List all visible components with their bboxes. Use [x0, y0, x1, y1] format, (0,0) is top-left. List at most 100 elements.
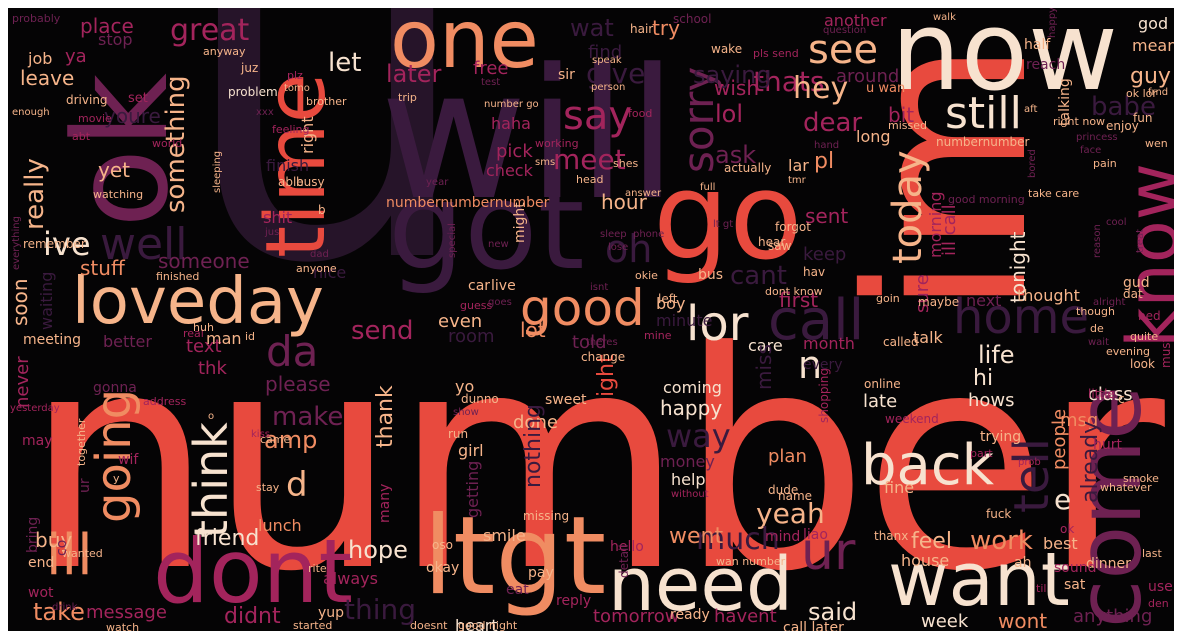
word: o — [208, 411, 215, 422]
word: call later — [783, 620, 844, 631]
word: feel — [911, 529, 952, 554]
word: thanx — [874, 529, 909, 543]
word: aft — [1024, 104, 1038, 115]
word: ltgt — [423, 494, 607, 619]
word: person — [591, 82, 626, 93]
word: place — [80, 14, 134, 38]
word: ur — [77, 478, 93, 493]
word: ask — [715, 141, 757, 169]
word: hair — [630, 22, 654, 36]
word: til — [1036, 582, 1047, 595]
word: work — [970, 526, 1033, 556]
word: bus — [698, 267, 724, 283]
word: ok lor — [1126, 87, 1157, 100]
word: quite — [1130, 330, 1159, 343]
word: rite — [308, 562, 327, 575]
word: everything — [11, 216, 22, 270]
word: kiss — [251, 429, 270, 440]
word: jus — [265, 227, 280, 238]
word: speak — [592, 55, 622, 66]
word: phone — [633, 229, 665, 240]
word: amp — [264, 426, 318, 454]
word: life — [978, 341, 1015, 369]
word: didnt — [224, 604, 281, 629]
word: working — [535, 137, 579, 150]
word: boy — [656, 294, 686, 313]
word: many — [377, 483, 393, 523]
word: finish — [266, 156, 310, 175]
word: walk — [933, 12, 956, 23]
word: said — [808, 598, 858, 626]
word: world — [152, 137, 183, 150]
word: question — [823, 25, 867, 36]
word: tmr — [788, 175, 806, 186]
word: hope — [348, 536, 408, 564]
word: another — [824, 11, 887, 30]
word: done — [513, 412, 558, 433]
word: pl — [814, 149, 835, 174]
word: shopping — [817, 368, 831, 423]
word: hey — [793, 71, 849, 106]
word: drink — [52, 602, 78, 613]
word: thats — [753, 65, 825, 98]
word: talk — [913, 328, 943, 347]
word: dinner — [1086, 556, 1131, 572]
word: soon — [8, 278, 32, 326]
word: went — [669, 524, 724, 549]
word: sound — [1054, 560, 1097, 576]
word: goes — [488, 297, 512, 308]
word: friend — [195, 526, 260, 551]
word: care — [748, 336, 783, 355]
word: well — [100, 219, 188, 270]
word: must — [1159, 337, 1173, 368]
word: youre — [104, 104, 161, 128]
word: reach — [1026, 57, 1066, 73]
word: lor — [686, 296, 749, 352]
word: gud — [1123, 275, 1150, 291]
word: set — [128, 91, 148, 106]
word: look — [1130, 357, 1155, 371]
word: job — [28, 49, 53, 68]
word: give — [586, 57, 646, 90]
word: meeting — [23, 332, 82, 348]
word: pain — [1093, 157, 1117, 170]
word: one — [390, 8, 539, 86]
word: u wan — [866, 81, 906, 96]
word: lol — [715, 100, 744, 128]
word: driving — [66, 93, 108, 107]
word: text — [186, 336, 222, 357]
word: try — [652, 16, 680, 40]
word: de — [1090, 322, 1104, 335]
word: brother — [306, 95, 347, 108]
word: number — [24, 288, 1165, 631]
word: wan number — [716, 555, 786, 568]
word: u — [178, 8, 476, 366]
word: yup — [318, 605, 345, 621]
word: heart — [455, 616, 498, 632]
word: make — [272, 402, 344, 432]
word: enough — [12, 107, 50, 118]
word: plz — [287, 69, 303, 82]
word: sweet — [545, 392, 587, 408]
word: today — [885, 150, 931, 264]
word: y — [113, 472, 120, 485]
word: watching — [93, 188, 144, 201]
word: called — [883, 335, 919, 349]
word: last — [1142, 547, 1162, 560]
word: tomorrow — [593, 606, 680, 627]
word: ill call — [939, 204, 960, 256]
word: live — [491, 278, 516, 294]
word: need — [608, 542, 793, 628]
word: happy new — [1047, 8, 1058, 38]
word: already — [1078, 420, 1103, 503]
word: ya — [65, 46, 87, 67]
word: week — [921, 611, 969, 631]
word: goin — [876, 292, 900, 305]
word: remember — [23, 237, 86, 251]
word: lose — [608, 242, 629, 253]
word: princess — [1076, 132, 1118, 143]
word: way — [666, 417, 731, 455]
word: school — [673, 12, 712, 26]
word: told — [572, 332, 607, 353]
word: great — [170, 13, 250, 48]
